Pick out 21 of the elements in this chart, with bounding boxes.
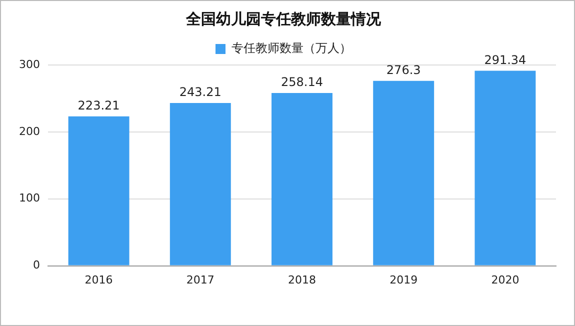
x-tick-label: 2018: [288, 273, 316, 286]
data-label: 223.21: [78, 98, 120, 113]
y-tick-label: 0: [32, 258, 40, 272]
y-tick-label: 200: [18, 124, 40, 138]
chart-title: 全国幼儿园专任教师数量情况: [185, 10, 382, 28]
bar: [170, 103, 231, 266]
y-tick-label: 100: [18, 192, 40, 205]
data-label: 291.34: [484, 52, 526, 67]
data-label: 243.21: [179, 85, 222, 100]
x-tick-label: 2020: [491, 273, 520, 286]
bar: [272, 93, 332, 266]
legend-label: 专任教师数量（万人）: [232, 41, 352, 56]
bar: [474, 70, 536, 266]
y-tick-label: 300: [18, 58, 40, 71]
x-tick-label: 2016: [84, 273, 113, 286]
x-tick-label: 2019: [390, 273, 418, 286]
data-label: 276.3: [386, 62, 421, 77]
x-tick-label: 2017: [186, 273, 214, 286]
bar: [68, 116, 130, 266]
data-label: 258.14: [281, 75, 323, 90]
bar: [373, 80, 434, 266]
